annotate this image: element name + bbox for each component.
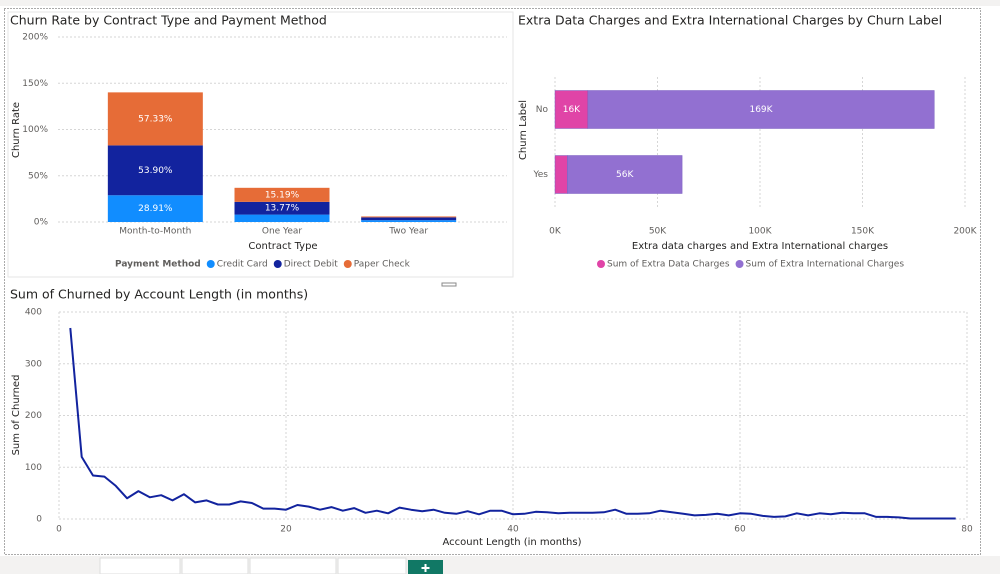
y-tick-label: 200 <box>25 411 42 421</box>
y-tick-label: 0% <box>34 218 49 228</box>
data-label: 16K <box>563 105 581 115</box>
y-axis-title: Churn Rate <box>11 102 22 158</box>
page-tab[interactable] <box>337 557 407 574</box>
y-tick-label: 100% <box>22 125 48 135</box>
x-tick-label: 60 <box>734 525 746 535</box>
data-label: 28.91% <box>138 204 173 214</box>
plus-icon <box>421 564 430 572</box>
legend-marker <box>273 260 282 268</box>
x-tick-label: 80 <box>961 525 973 535</box>
x-tick-label: 200K <box>953 227 977 237</box>
y-tick-label: 150% <box>22 79 48 89</box>
x-tick-label: One Year <box>262 227 303 237</box>
x-tick-label: 100K <box>748 227 772 237</box>
chart-title: Sum of Churned by Account Length (in mon… <box>10 287 308 302</box>
legend-marker <box>206 260 215 268</box>
y-tick-label: 200% <box>22 33 48 43</box>
page-tab[interactable] <box>181 557 249 574</box>
bar-segment <box>234 214 330 222</box>
bar-segment <box>234 187 330 202</box>
chart-title: Extra Data Charges and Extra Internation… <box>518 13 942 28</box>
y-tick-label: 100 <box>25 463 42 473</box>
data-label: 53.90% <box>138 166 173 176</box>
legend-label: Sum of Extra Data Charges <box>607 260 730 270</box>
legend-label: Paper Check <box>354 260 411 270</box>
legend-title: Payment Method <box>115 260 201 270</box>
legend-label: Sum of Extra International Charges <box>746 260 905 270</box>
page-tab[interactable] <box>249 557 337 574</box>
line <box>69 327 956 520</box>
ribbon-strip <box>0 0 1000 6</box>
bar-segment <box>234 201 330 215</box>
data-label: 15.19% <box>265 190 300 200</box>
bar-segment <box>361 216 457 218</box>
x-tick-label: 20 <box>280 525 292 535</box>
bar-segment <box>107 92 203 146</box>
canvas-border <box>4 8 981 555</box>
x-tick-label: Two Year <box>388 227 428 237</box>
data-label: 56K <box>616 170 634 180</box>
x-tick-label: 0K <box>549 227 562 237</box>
visual-icon <box>441 282 457 287</box>
bar-segment <box>107 195 203 222</box>
x-tick-label: 150K <box>851 227 875 237</box>
x-axis-title: Contract Type <box>248 241 317 252</box>
data-label: 57.33% <box>138 114 173 124</box>
legend-marker <box>735 260 744 268</box>
x-tick-label: 40 <box>507 525 519 535</box>
bar-segment <box>107 145 203 196</box>
x-axis-title: Account Length (in months) <box>443 537 582 548</box>
chart-title: Churn Rate by Contract Type and Payment … <box>10 13 327 28</box>
bar-segment <box>361 217 457 221</box>
legend-label: Direct Debit <box>284 260 338 270</box>
bar-segment <box>361 220 457 222</box>
legend-marker <box>597 260 605 268</box>
x-axis-title: Extra data charges and Extra Internation… <box>632 241 888 252</box>
legend-marker <box>343 260 352 268</box>
y-tick-label: No <box>536 105 549 115</box>
y-tick-label: 0 <box>36 515 42 525</box>
y-tick-label: 300 <box>25 359 42 369</box>
bar-segment <box>587 90 935 129</box>
data-label: 13.77% <box>265 204 300 214</box>
y-tick-label: 50% <box>28 171 48 181</box>
x-tick-label: 50K <box>649 227 667 237</box>
y-axis-title: Sum of Churned <box>11 375 22 456</box>
y-tick-label: 400 <box>25 308 42 318</box>
legend-label: Credit Card <box>217 260 268 270</box>
bar-segment <box>567 155 683 194</box>
page-tab[interactable] <box>99 557 181 574</box>
bar-segment <box>554 90 589 129</box>
x-tick-label: Month-to-Month <box>119 227 191 237</box>
y-tick-label: Yes <box>532 170 548 180</box>
data-label: 169K <box>749 105 773 115</box>
bar-segment <box>554 155 568 194</box>
x-tick-label: 0 <box>56 525 62 535</box>
visual-frame <box>7 11 514 278</box>
y-axis-title: Churn Label <box>518 100 529 160</box>
